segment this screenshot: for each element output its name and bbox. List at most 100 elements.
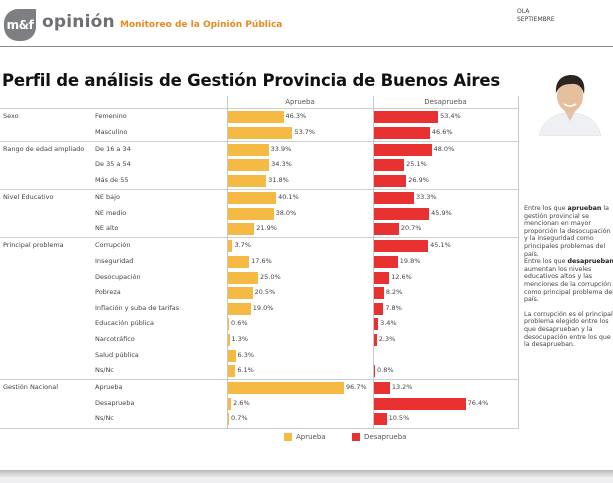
value-label-aprueba: 21.9% [256, 224, 277, 233]
value-label-desaprueba: 0.8% [377, 366, 394, 375]
table-row: Narcotráfico 1.3% 2.3% [0, 332, 518, 348]
bar-desaprueba [374, 143, 432, 156]
table-row: Inflación y suba de tarifas 19.0% 7.8% [0, 301, 518, 317]
note-text: Entre los que [524, 258, 568, 266]
bar-aprueba [228, 382, 345, 395]
group-label: Principal problema [3, 241, 64, 250]
value-label-aprueba: 0.7% [231, 414, 248, 423]
table-row: Desocupación 25.0% 12.6% [0, 270, 518, 286]
page-title: Perfil de análisis de Gestión Provincia … [2, 71, 500, 90]
bar-desaprueba [374, 333, 377, 346]
value-label-desaprueba: 33.3% [415, 193, 437, 201]
category-label: Salud pública [95, 350, 139, 359]
brand-name: opinión [42, 12, 115, 32]
value-label-desaprueba: 76.4% [467, 398, 489, 407]
value-label-desaprueba: 8.2% [385, 288, 403, 297]
table-row: De 35 a 54 34.3% 25.1% [0, 157, 518, 173]
category-label: NE alto [95, 224, 119, 233]
row-divider [0, 379, 518, 381]
header-divider [0, 46, 613, 47]
category-label: Inflación y suba de tarifas [95, 303, 180, 312]
value-label-desaprueba: 7.8% [385, 303, 402, 312]
category-label: Educación pública [95, 319, 154, 328]
row-divider [0, 108, 518, 109]
note-text: Entre los que [524, 205, 568, 212]
value-label-desaprueba: 46.6% [431, 127, 453, 136]
value-label-aprueba: 17.6% [251, 256, 272, 265]
bar-desaprueba [374, 365, 375, 378]
table-row: Nivel Educativo NE bajo 40.1% 33.3% [0, 190, 518, 206]
value-label-desaprueba: 53.4% [440, 112, 461, 120]
value-label-aprueba: 20.5% [254, 288, 276, 297]
bar-aprueba [228, 397, 232, 410]
bar-aprueba [228, 302, 251, 315]
page-bottom-edge [0, 470, 613, 483]
bar-desaprueba [374, 192, 414, 204]
group-label: Sexo [3, 112, 19, 120]
bar-aprueba [228, 240, 233, 253]
table-row: Inseguridad 17.6% 19.8% [0, 254, 518, 270]
value-label-aprueba: 31.8% [268, 175, 289, 184]
bar-desaprueba [374, 111, 439, 123]
bar-desaprueba [374, 207, 430, 220]
bar-aprueba [228, 207, 274, 220]
note-emphasis: aprueban [567, 205, 602, 212]
group-label: Gestión Nacional [3, 383, 59, 392]
table-row: Más de 55 31.8% 26.9% [0, 173, 518, 189]
value-label-aprueba: 3.7% [234, 241, 251, 250]
bar-aprueba [228, 126, 293, 139]
group-label: Rango de edad ampliado [3, 144, 85, 153]
bar-desaprueba [374, 223, 399, 236]
category-label: Desaprueba [95, 398, 135, 407]
column-divider [373, 96, 374, 429]
value-label-aprueba: 2.6% [233, 398, 250, 407]
category-label: Inseguridad [95, 256, 134, 265]
legend-swatch-desaprueba [352, 433, 360, 441]
legend-label-desaprueba: Desaprueba [364, 433, 407, 441]
bar-desaprueba [374, 240, 429, 253]
note-emphasis: desaprueban [567, 258, 613, 266]
bar-aprueba [228, 333, 230, 346]
wave-month: SEPTIEMBRE [517, 16, 555, 23]
row-divider [0, 427, 518, 429]
category-label: Femenino [95, 112, 127, 120]
bar-aprueba [228, 413, 229, 426]
analysis-paragraph-2: La corrupción es el principal problema e… [524, 310, 613, 349]
bar-desaprueba [374, 271, 390, 284]
value-label-aprueba: 25.0% [260, 272, 281, 281]
bar-desaprueba [374, 318, 379, 331]
value-label-aprueba: 53.7% [294, 127, 316, 136]
value-label-aprueba: 0.6% [231, 319, 248, 328]
table-row: Pobreza 20.5% 8.2% [0, 285, 518, 301]
legend-item-desaprueba: Desaprueba [352, 433, 406, 441]
column-header-aprueba: Aprueba [285, 98, 315, 106]
value-label-desaprueba: 26.9% [408, 175, 429, 184]
group-label: Nivel Educativo [3, 193, 54, 201]
table-row: Rango de edad ampliado De 16 a 34 33.9% 48.… [0, 142, 518, 158]
wave-title: OLA [517, 8, 530, 15]
bar-aprueba [228, 159, 270, 172]
value-label-aprueba: 96.7% [346, 383, 367, 392]
value-label-aprueba: 40.1% [278, 193, 299, 201]
category-label: Ns/Nc [95, 414, 114, 423]
table-row: Principal problema Corrupción 3.7% 45.1% [0, 238, 518, 254]
note-text: aumentan los niveles educativos altos y … [524, 265, 613, 304]
value-label-desaprueba: 20.7% [400, 224, 422, 233]
column-divider [518, 96, 519, 429]
value-label-desaprueba: 45.9% [431, 208, 452, 217]
bar-desaprueba [374, 382, 390, 395]
table-row: Ns/Nc 0.7% 10.5% [0, 411, 518, 427]
category-label: NE medio [95, 208, 127, 217]
table-row: Desaprueba 2.6% 76.4% [0, 396, 518, 412]
category-label: Ns/Nc [95, 366, 114, 375]
row-divider [0, 140, 518, 142]
politician-photo [535, 66, 605, 136]
bar-desaprueba [374, 174, 407, 187]
value-label-aprueba: 19.0% [252, 303, 274, 312]
value-label-desaprueba: 10.5% [388, 414, 410, 423]
value-label-aprueba: 33.9% [270, 144, 292, 153]
category-label: Aprueba [95, 383, 123, 392]
wave-label: OLA SEPTIEMBRE [517, 8, 555, 24]
analysis-paragraph-1: Entre los que aprueban la gestión provin… [524, 205, 613, 304]
table-row: Masculino 53.7% 46.6% [0, 125, 518, 141]
